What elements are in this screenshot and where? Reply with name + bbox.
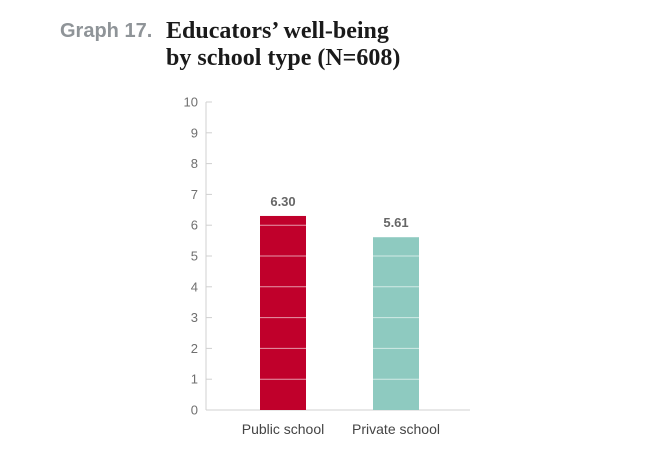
chart-title: Educators’ well-being by school type (N=… [166,18,466,72]
bar-private-school [373,237,419,410]
bar-public-school [260,215,306,410]
y-tick-label-9: 9 [191,125,198,140]
graph-number: Graph 17. [60,20,153,42]
y-tick-label-4: 4 [191,279,198,294]
x-tick-label-private-school: Private school [352,421,440,437]
y-tick-label-8: 8 [191,156,198,171]
bars: 6.30 5.61 [260,194,419,410]
y-tick-label-7: 7 [191,187,198,202]
y-tick-label-10: 10 [184,95,198,110]
data-label-private-school: 5.61 [383,215,408,230]
chart-title-line-1: Educators’ well-being [166,18,389,44]
y-tick-label-2: 2 [191,341,198,356]
chart-title-line-2: by school type (N=608) [166,45,401,71]
y-tick-label-1: 1 [191,372,198,387]
y-tick-label-6: 6 [191,218,198,233]
x-axis: Public school Private school [206,409,470,437]
y-axis: 0 1 2 3 4 5 6 7 8 9 10 [184,95,212,418]
data-label-public-school: 6.30 [270,194,295,209]
y-tick-label-3: 3 [191,310,198,325]
x-tick-label-public-school: Public school [242,421,325,437]
y-tick-label-5: 5 [191,249,198,264]
y-tick-label-0: 0 [191,403,198,418]
